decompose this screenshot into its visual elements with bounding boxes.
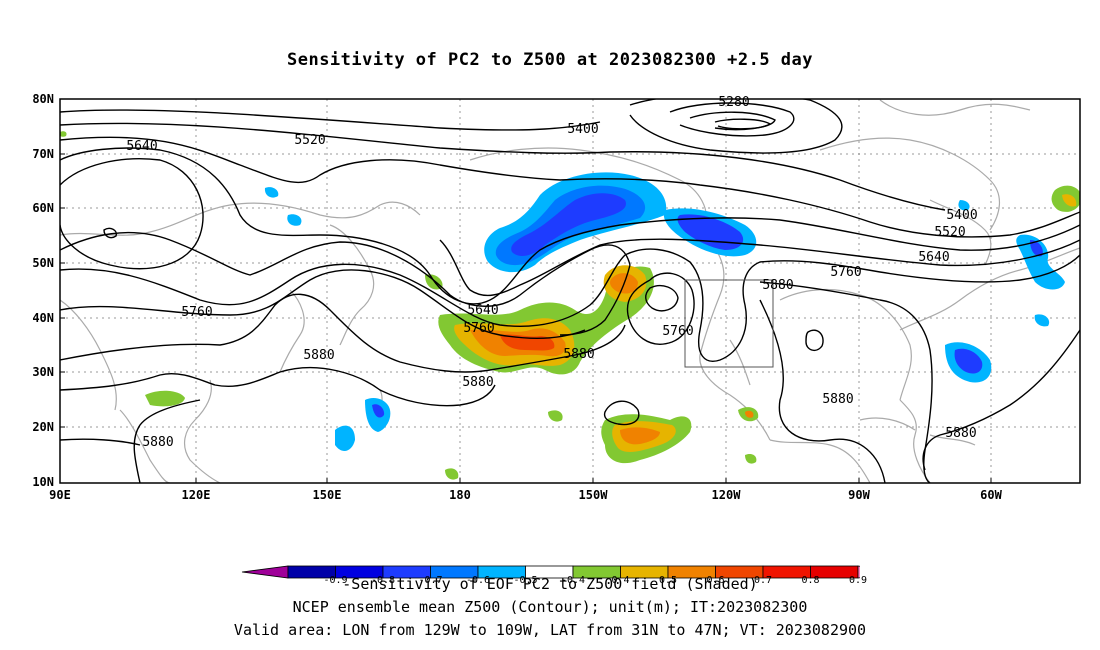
plot-frame <box>59 98 1081 484</box>
colorbar-swatches <box>241 565 860 579</box>
contour-label: 5880 <box>563 347 594 362</box>
y-axis-label: 80N <box>32 92 54 106</box>
colorbar-tick-label: -0.9 <box>323 575 348 586</box>
colorbar-tick-label: 0.6 <box>706 575 725 586</box>
colorbar-tick-label: 0.9 <box>848 575 868 586</box>
y-axis-label: 30N <box>32 365 54 379</box>
x-axis-label: 60W <box>980 488 1002 502</box>
x-axis-label: 90W <box>848 488 870 502</box>
coastlines <box>60 99 1080 483</box>
axis-ticks <box>60 153 992 483</box>
colorbar-tick-label: 0.5 <box>658 575 678 586</box>
y-axis-label: 40N <box>32 311 54 325</box>
shading-positive <box>60 131 1080 480</box>
contour-label: 5640 <box>918 250 949 265</box>
contour-label: 5760 <box>830 265 861 280</box>
chart-title: Sensitivity of PC2 to Z500 at 2023082300… <box>286 50 813 70</box>
contour-label: 5400 <box>567 122 598 137</box>
z500-contours <box>60 99 1080 483</box>
contour-label: 5760 <box>662 324 693 339</box>
colorbar-tick-label: 0.4 <box>611 575 630 586</box>
contour-label: 5640 <box>467 303 498 318</box>
grid-lines <box>60 99 1080 483</box>
colorbar-tick-label: -0.6 <box>465 575 491 586</box>
colorbar-tick-label: -0.4 <box>560 575 586 586</box>
contour-label: 5640 <box>126 139 157 154</box>
x-axis-label: 150E <box>312 488 342 502</box>
contour-label: 5520 <box>934 225 965 240</box>
contour-label: 5760 <box>463 321 494 336</box>
contour-label: 5880 <box>945 426 976 441</box>
contour-label: 5880 <box>462 375 493 390</box>
x-axis-label: 150W <box>578 488 608 502</box>
y-axis-label: 60N <box>32 201 54 215</box>
contour-label: 5880 <box>142 435 173 450</box>
x-axis-label: 120W <box>711 488 741 502</box>
colorbar-swatch <box>857 565 860 579</box>
shading-negative <box>264 172 1065 452</box>
contour-label: 5880 <box>822 392 853 407</box>
contour-label: 5280 <box>718 95 749 110</box>
y-axis-label: 20N <box>32 420 54 434</box>
colorbar-tick-label: -0.7 <box>418 575 443 586</box>
footer-line-1: -Sensitivity of EOF PC2 to Z500 field (S… <box>342 575 758 593</box>
colorbar-tick-label: 0.7 <box>753 575 773 586</box>
x-axis-label: 120E <box>181 488 211 502</box>
footer-line-2: NCEP ensemble mean Z500 (Contour); unit(… <box>292 598 808 616</box>
contour-label: 5880 <box>762 278 793 293</box>
y-axis-label: 70N <box>32 147 54 161</box>
contour-label: 5400 <box>946 208 977 223</box>
colorbar-tick-label: 0.8 <box>801 575 820 586</box>
colorbar-tick-label: -0.5 <box>513 575 538 586</box>
y-axis-label: 10N <box>32 475 54 489</box>
contour-label: 5880 <box>303 348 334 363</box>
footer-line-3: Valid area: LON from 129W to 109W, LAT f… <box>233 621 867 639</box>
colorbar <box>241 565 860 579</box>
valid-area-box <box>684 279 774 368</box>
x-axis-label: 180 <box>449 488 471 502</box>
contour-label: 5520 <box>294 133 325 148</box>
contour-label: 5760 <box>181 305 212 320</box>
colorbar-tick-label: -0.8 <box>370 575 396 586</box>
y-axis-label: 50N <box>32 256 54 270</box>
x-axis-label: 90E <box>49 488 71 502</box>
